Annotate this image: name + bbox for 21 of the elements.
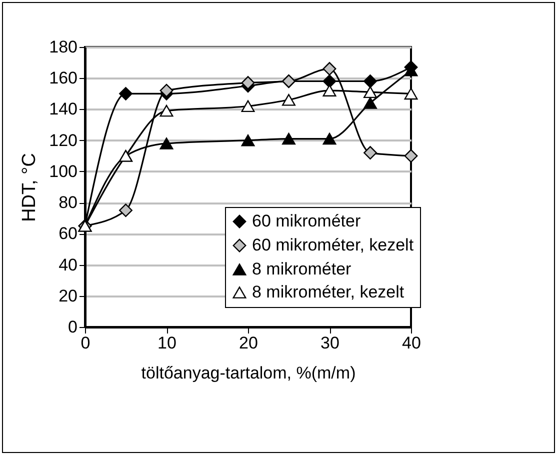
y-tick-label: 40 <box>58 255 78 274</box>
y-tick-label: 120 <box>49 130 78 150</box>
y-tick-label: 180 <box>49 38 78 56</box>
y-tick-label: 60 <box>58 224 78 244</box>
x-tick-label: 20 <box>239 334 258 352</box>
x-tick-label: 0 <box>80 334 90 352</box>
x-tick-label: 40 <box>402 334 421 352</box>
y-tick-label: 160 <box>49 68 78 88</box>
y-axis-title: HDT, °C <box>19 153 40 222</box>
y-tick-label: 80 <box>58 193 78 212</box>
y-tick-label: 100 <box>49 162 78 181</box>
y-tick-label: 20 <box>58 286 78 306</box>
y-tick-label: 140 <box>49 100 78 119</box>
legend-label: 60 mikrométer <box>252 212 361 230</box>
x-axis-title: töltőanyag-tartalom, %(m/m) <box>141 364 356 382</box>
x-tick-label: 10 <box>158 334 176 352</box>
x-tick-label: 30 <box>320 334 340 352</box>
legend-label: 8 mikrométer <box>252 260 352 278</box>
legend-label: 8 mikrométer, kezelt <box>252 282 404 302</box>
legend-label: 60 mikrométer, kezelt <box>252 236 414 254</box>
y-tick-label: 0 <box>68 318 78 336</box>
